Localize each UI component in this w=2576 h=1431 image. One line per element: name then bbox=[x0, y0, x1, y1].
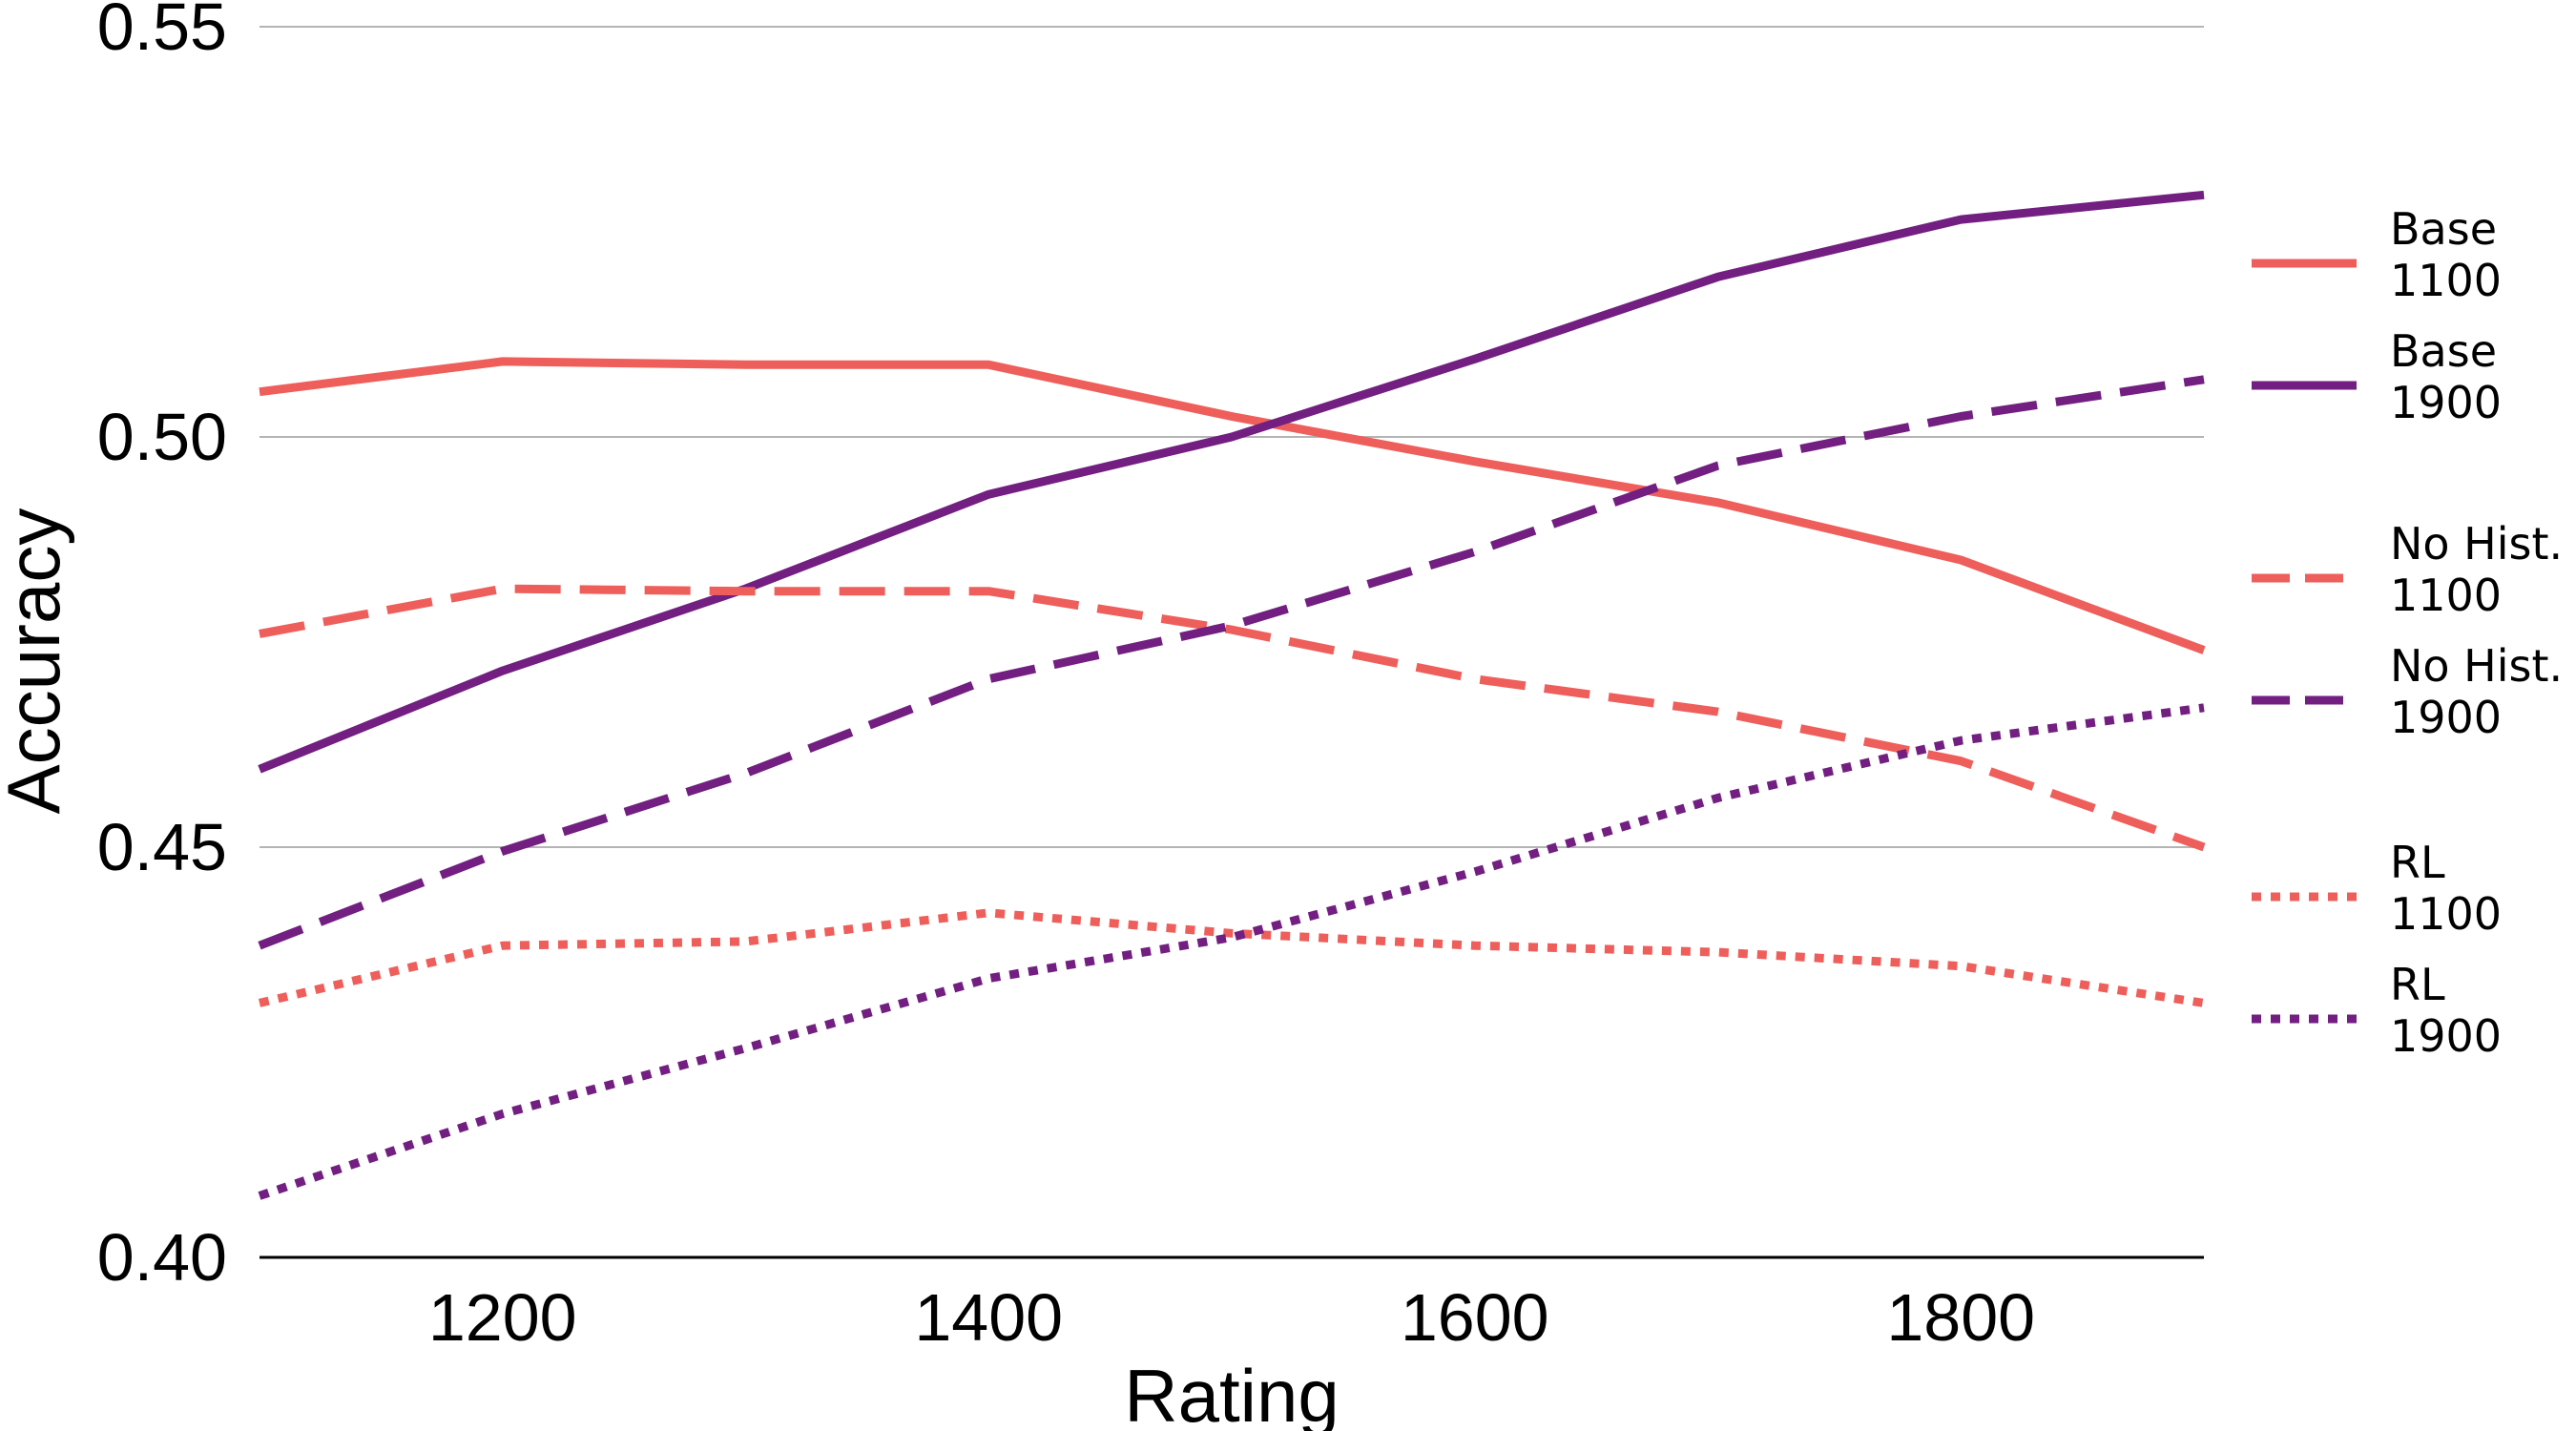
legend-label: 1900 bbox=[2390, 692, 2502, 743]
axes: 0.40 0.45 0.50 0.55 1200 1400 1600 1800 bbox=[97, 0, 2204, 1355]
legend-label: RL bbox=[2390, 837, 2445, 888]
x-tick-label: 1600 bbox=[1401, 1280, 1549, 1355]
y-tick-label: 0.45 bbox=[97, 810, 227, 884]
y-axis-title: Accuracy bbox=[0, 508, 75, 815]
series-line-no-hist-1900 bbox=[258, 375, 2205, 950]
series-line-base-1100 bbox=[259, 357, 2206, 654]
legend-label: 1900 bbox=[2390, 377, 2502, 428]
legend-label: 1100 bbox=[2390, 570, 2502, 621]
series-line-rl-1900 bbox=[258, 703, 2205, 1200]
legend-label: 1900 bbox=[2390, 1010, 2502, 1062]
legend-label: 1100 bbox=[2390, 888, 2502, 940]
legend-item: No Hist.1100 bbox=[2252, 518, 2563, 621]
legend-item: No Hist.1900 bbox=[2252, 640, 2563, 743]
y-tick-label: 0.50 bbox=[97, 400, 227, 474]
x-tick-label: 1200 bbox=[428, 1280, 577, 1355]
y-tick-label: 0.40 bbox=[97, 1220, 227, 1295]
series-line-base-1900 bbox=[258, 190, 2205, 774]
series-line-no-hist-1100 bbox=[259, 584, 2206, 852]
legend-label: Base bbox=[2390, 325, 2497, 377]
legend-label: Base bbox=[2390, 203, 2497, 255]
series-lines bbox=[258, 190, 2206, 1200]
y-tick-label: 0.55 bbox=[97, 0, 227, 64]
x-tick-label: 1800 bbox=[1886, 1280, 2035, 1355]
x-tick-label: 1400 bbox=[914, 1280, 1063, 1355]
legend-label: No Hist. bbox=[2390, 518, 2563, 570]
legend-label: RL bbox=[2390, 959, 2445, 1010]
legend-label: No Hist. bbox=[2390, 640, 2563, 692]
x-axis-title: Rating bbox=[1124, 1354, 1339, 1431]
legend-label: 1100 bbox=[2390, 255, 2502, 306]
series-line-rl-1100 bbox=[258, 908, 2205, 1007]
